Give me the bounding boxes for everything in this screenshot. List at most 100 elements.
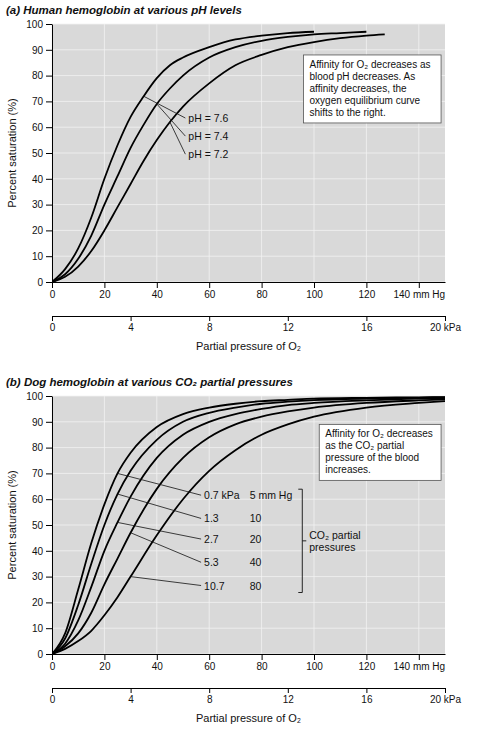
tick-mark [46,602,52,603]
tick: 20 kPa [430,316,462,333]
tick-mark [46,422,52,423]
tick: 120 [359,282,376,300]
tick-mark [46,50,52,51]
tick: 20 kPa [430,688,462,705]
tick-label: 20 [32,225,44,236]
tick: 40 [32,174,52,185]
tick-label: 40 [32,546,44,557]
tick: 12 [283,316,295,333]
leader-line [170,122,185,154]
series-label: 40 [250,556,262,568]
tick: 60 [32,122,52,133]
tick-label: 100 [306,289,323,300]
tick-label: 120 [359,661,376,672]
series-label: 10.7 [204,580,225,592]
tick: 4 [128,316,134,333]
grid [52,24,445,282]
leader-line [157,104,186,136]
tick-mark [131,688,132,693]
leader-line [118,473,202,495]
tick-mark [46,101,52,102]
tick: 50 [32,520,52,531]
grid-line [52,24,445,25]
text-line: CO₂ partial [309,529,360,541]
tick-mark [52,654,53,660]
tick-mark [46,577,52,578]
tick-label: 8 [207,322,213,333]
tick: 8 [207,688,213,705]
curve [52,397,445,654]
tick: 120 [359,654,376,672]
grid-line [52,256,445,257]
tick: 80 [257,282,269,300]
grid-line [52,421,445,422]
tick-mark [52,688,53,693]
tick-mark [209,316,210,321]
tick-mark [46,282,52,283]
x-axis: 020406080100120140 mm Hg [50,654,446,672]
tick-label: 40 [32,174,44,185]
tick-label: 80 [257,289,269,300]
callout-text: Affinity for O₂ decreases asblood pH dec… [310,59,431,118]
grid-line [52,153,445,154]
text-line: blood pH decreases. As [310,71,416,82]
tick-mark [445,688,446,693]
panel: 020406080100120140 mm Hg0102030405060708… [6,19,462,352]
x-axis-title: Partial pressure of O₂ [196,712,301,724]
callout-box [304,55,442,123]
tick: 80 [257,654,269,672]
tick-label: 50 [32,148,44,159]
tick: 90 [32,417,52,428]
tick-label: 140 mm Hg [393,661,445,672]
tick-label: 0 [37,277,43,288]
tick-label: 20 [32,597,44,608]
grid-line [52,525,445,526]
tick: 4 [128,688,134,705]
tick-mark [157,282,158,288]
y-axis-title: Percent saturation (%) [6,98,18,207]
tick-label: 70 [32,96,44,107]
leader-line [131,577,201,586]
text-line: as the CO₂ partial [325,440,404,451]
leader-line [118,522,202,539]
chart-title: (b) Dog hemoglobin at various CO₂ partia… [6,376,293,388]
tick: 100 [306,654,323,672]
callout: Affinity for O₂ decreases asblood pH dec… [304,55,442,123]
tick: 0 [37,277,52,288]
curve [52,398,445,654]
tick: 16 [361,688,373,705]
plot-background [52,396,445,654]
tick: 0 [50,316,56,333]
series-label: 5 mm Hg [250,489,293,501]
tick-mark [419,654,420,660]
tick-mark [314,654,315,660]
grid-line [156,396,157,654]
x-axis-title: Partial pressure of O₂ [196,340,301,352]
x2-axis: 048121620 kPa [50,688,462,705]
callout-text: Affinity for O₂ decreasesas the CO₂ part… [325,428,433,475]
grid-line [314,396,315,654]
panel: 020406080100120140 mm Hg0102030405060708… [6,391,462,724]
axis-line [53,282,446,283]
tick-label: 60 [32,122,44,133]
tick: 40 [32,546,52,557]
tick: 0 [50,688,56,705]
group-label: CO₂ partialpressures [309,529,360,553]
tick-mark [366,654,367,660]
tick: 70 [32,96,52,107]
tick-mark [46,205,52,206]
annotations: 0.7 kPa1.32.75.310.75 mm Hg10204080CO₂ p… [118,424,442,592]
tick-mark [262,654,263,660]
tick-mark [288,688,289,693]
y-axis: 0102030405060708090100 [26,19,52,288]
series-label: 0.7 kPa [204,489,240,501]
tick-mark [445,316,446,321]
tick: 80 [32,442,52,453]
tick: 140 mm Hg [393,282,445,300]
tick-label: 10 [32,623,44,634]
tick: 20 [32,225,52,236]
text-line: Affinity for O₂ decreases as [310,59,431,70]
tick: 0 [50,282,56,300]
tick-mark [46,628,52,629]
tick-mark [46,179,52,180]
